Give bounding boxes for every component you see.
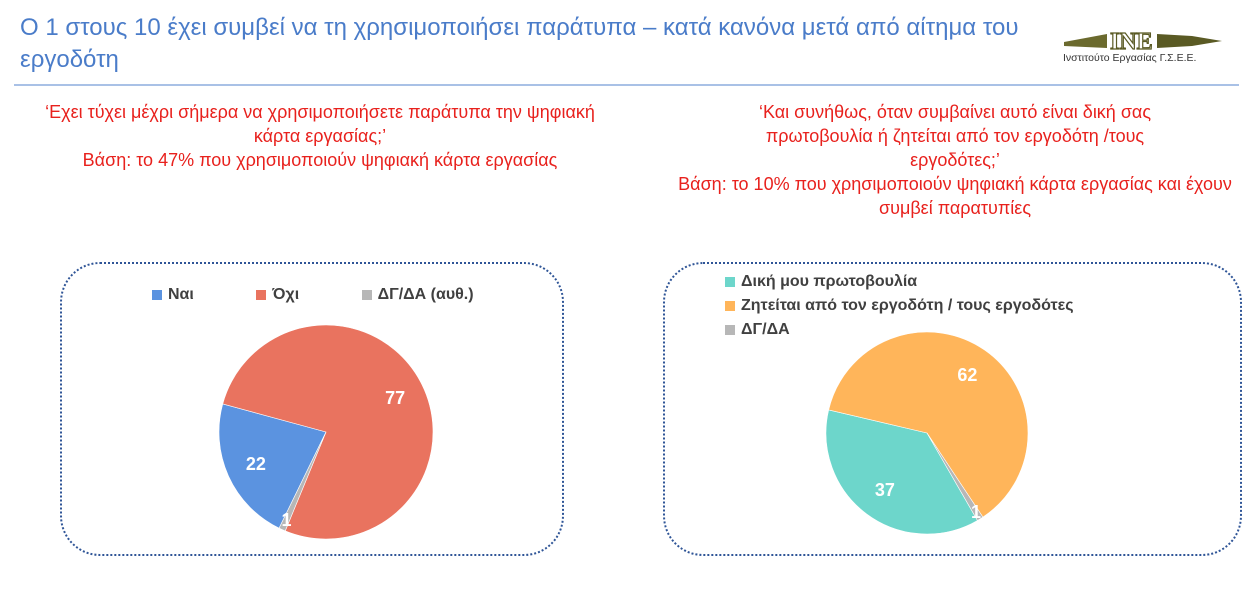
legend-item-dk: ΔΓ/ΔΑ (αυθ.) — [361, 286, 474, 304]
page-title: Ο 1 στους 10 έχει συμβεί να τη χρησιμοπο… — [20, 14, 1019, 73]
right-chart-frame — [663, 262, 1242, 556]
legend-item-employer: Ζητείται από τον εργοδότη / τους εργοδότ… — [725, 294, 1074, 318]
legend-swatch — [361, 290, 372, 300]
legend-label: ΔΓ/ΔΑ (αυθ.) — [377, 286, 474, 303]
left-chart-frame — [60, 262, 564, 556]
legend-label: Ζητείται από τον εργοδότη / τους εργοδότ… — [741, 297, 1074, 314]
pie1-data-label-0: 37 — [875, 480, 895, 500]
legend-item-own: Δική μου πρωτοβουλία — [725, 270, 1074, 294]
pie0-data-label-1: 77 — [385, 388, 405, 408]
legend-swatch — [152, 290, 162, 300]
legend-swatch — [725, 301, 735, 311]
legend-label: Όχι — [272, 286, 300, 303]
left-question-block: ‘Εχει τύχει μέχρι σήμερα να χρησιμοποιήσ… — [20, 100, 620, 172]
legend-swatch — [725, 277, 735, 287]
legend-item-yes: Ναι — [152, 286, 194, 304]
pie0-slice-2 — [278, 431, 327, 532]
pie0-data-label-0: 22 — [246, 454, 266, 474]
logo-mark: INE — [1110, 29, 1153, 55]
pie0-slice-0 — [218, 403, 327, 529]
pie0-slice-1 — [222, 324, 434, 540]
legend-item-dk: ΔΓ/ΔΑ — [725, 318, 1074, 342]
right-question: ‘Και συνήθως, όταν συμβαίνει αυτό είναι … — [758, 102, 1152, 170]
legend-label: Ναι — [168, 286, 194, 303]
left-legend: Ναι Όχι ΔΓ/ΔΑ (αυθ.) — [152, 286, 532, 305]
legend-label: ΔΓ/ΔΑ — [741, 321, 790, 338]
pie1-data-label-1: 62 — [957, 365, 977, 385]
pie0-data-label-2: 1 — [282, 510, 292, 530]
ine-logo: INE — [1064, 28, 1222, 56]
right-legend: Δική μου πρωτοβουλία Ζητείται από τον ερ… — [725, 270, 1132, 342]
pie1-slice-0 — [825, 409, 978, 535]
pie1-slice-2 — [926, 432, 984, 521]
pie1-slice-1 — [828, 331, 1029, 518]
right-base: Βάση: το 10% που χρησιμοποιούν ψηφιακή κ… — [678, 174, 1232, 218]
pie1-data-label-2: 1 — [971, 502, 981, 522]
legend-swatch — [256, 290, 267, 300]
legend-label: Δική μου πρωτοβουλία — [741, 273, 918, 290]
legend-swatch — [725, 325, 735, 335]
legend-item-no: Όχι — [256, 286, 299, 304]
left-base: Βάση: το 47% που χρησιμοποιούν ψηφιακή κ… — [82, 150, 558, 170]
title-divider — [14, 84, 1239, 86]
logo-text: Ινστιτούτο Εργασίας Γ.Σ.Ε.Ε. — [1063, 52, 1197, 64]
left-question: ‘Εχει τύχει μέχρι σήμερα να χρησιμοποιήσ… — [45, 102, 595, 146]
right-question-block: ‘Και συνήθως, όταν συμβαίνει αυτό είναι … — [655, 100, 1249, 220]
